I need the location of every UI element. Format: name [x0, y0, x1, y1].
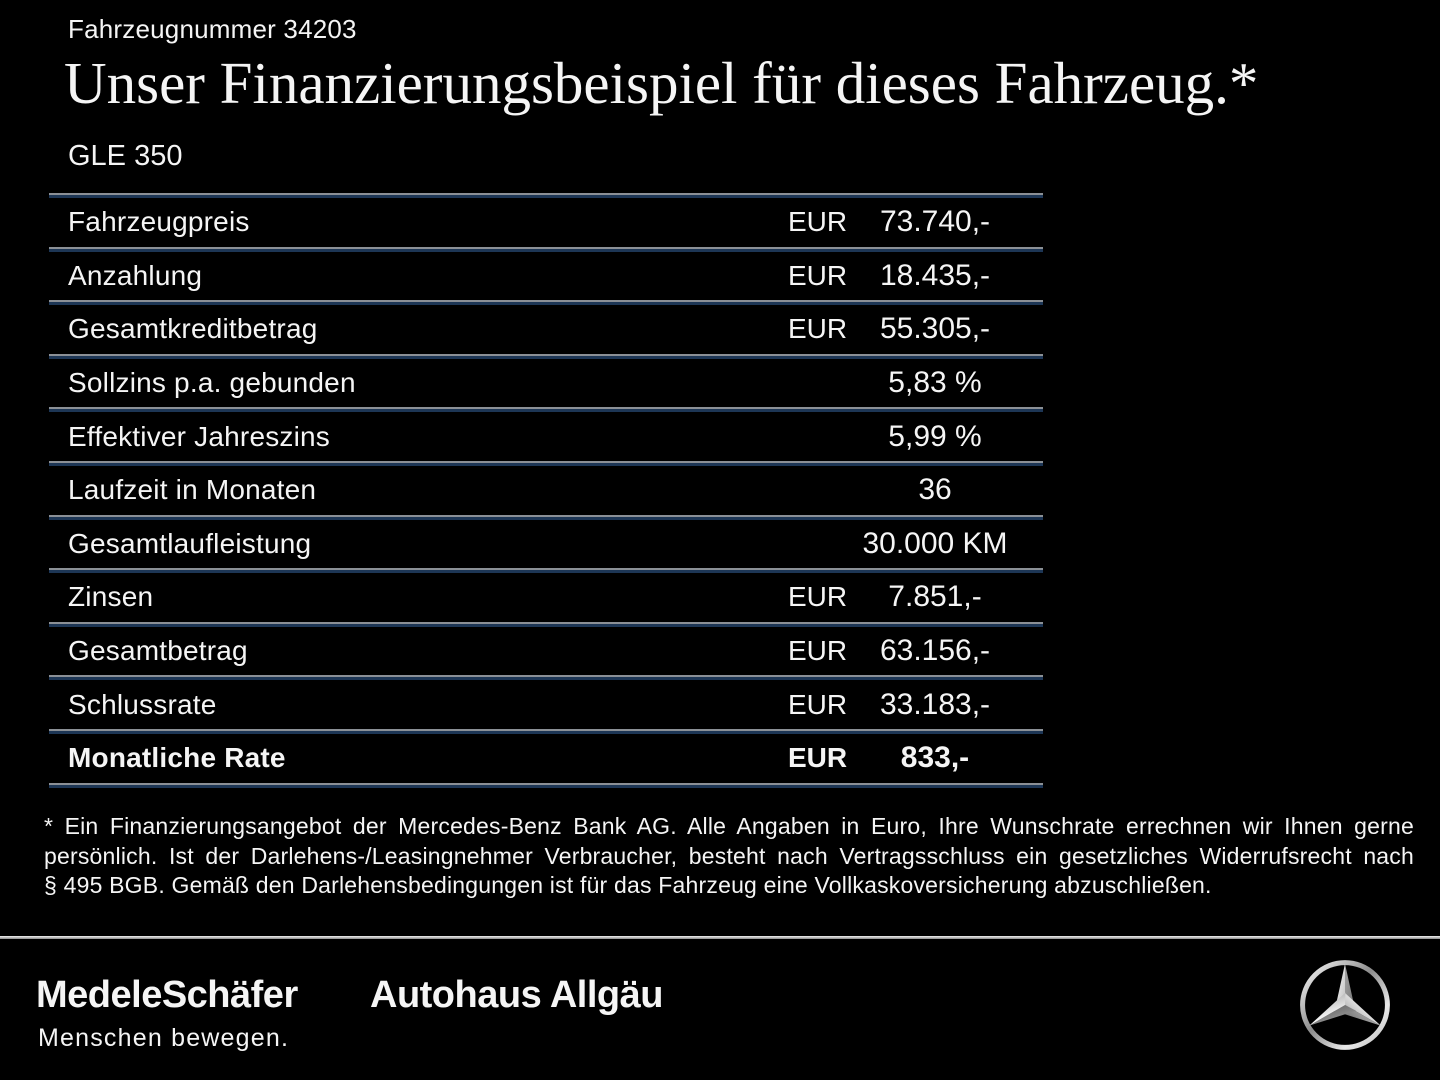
row-separator [49, 193, 1043, 198]
row-label: Laufzeit in Monaten [68, 474, 317, 506]
row-separator [49, 353, 1043, 359]
row-currency: EUR [788, 688, 848, 720]
row-label: Effektiver Jahreszins [68, 420, 331, 452]
table-row: Schlussrate EUR 33.183,- [49, 680, 1043, 729]
row-value: 5,83 % [888, 366, 982, 400]
row-separator [49, 246, 1043, 252]
table-row: Gesamtbetrag EUR 63.156,- [49, 627, 1043, 676]
vehicle-number: Fahrzeugnummer 34203 [68, 14, 357, 44]
row-separator [49, 675, 1043, 681]
row-label: Anzahlung [68, 259, 203, 291]
page-title: Unser Finanzierungsbeispiel für dieses F… [64, 50, 1259, 116]
row-value: 63.156,- [879, 634, 991, 668]
row-value: 36 [918, 473, 952, 507]
table-row: Anzahlung EUR 18.435,- [49, 252, 1043, 301]
row-label: Schlussrate [68, 688, 217, 720]
table-row: Zinsen EUR 7.851,- [49, 573, 1043, 622]
row-currency: EUR [788, 635, 848, 667]
dealer-logo-medele-schaefer: MedeleSchäfer [36, 974, 298, 1016]
row-label: Sollzins p.a. gebunden [68, 367, 356, 399]
row-separator [49, 621, 1043, 627]
row-value: 30.000 KM [862, 526, 1008, 560]
footnote-line: persönlich. Ist der Darlehens-/Leasingne… [44, 842, 1414, 869]
table-row: Fahrzeugpreis EUR 73.740,- [49, 198, 1043, 247]
row-separator [49, 568, 1043, 574]
table-row: Gesamtkreditbetrag EUR 55.305,- [49, 305, 1043, 354]
dealer-tagline: Menschen bewegen. [38, 1024, 290, 1052]
table-row: Monatliche Rate EUR 833,- [49, 734, 1043, 783]
row-value: 73.740,- [879, 205, 991, 239]
row-label: Zinsen [68, 581, 154, 613]
finance-table: Fahrzeugpreis EUR 73.740,- Anzahlung EUR… [49, 193, 1043, 788]
footnote-line: * Ein Finanzierungsangebot der Mercedes-… [44, 813, 1414, 839]
footer-divider [0, 936, 1440, 939]
table-row: Effektiver Jahreszins 5,99 % [49, 412, 1043, 461]
table-row: Laufzeit in Monaten 36 [49, 466, 1043, 515]
row-label: Gesamtlaufleistung [68, 527, 312, 559]
dealer-logo-autohaus-allgaeu: Autohaus Allgäu [370, 974, 663, 1016]
row-label: Gesamtbetrag [68, 635, 248, 667]
row-value: 5,99 % [888, 419, 982, 453]
row-separator [49, 300, 1043, 306]
row-separator [49, 514, 1043, 520]
row-value: 833,- [900, 741, 970, 775]
row-value: 18.435,- [879, 258, 991, 292]
footnote: * Ein Finanzierungsangebot der Mercedes-… [44, 812, 1414, 901]
row-currency: EUR [788, 259, 848, 291]
table-row: Sollzins p.a. gebunden 5,83 % [49, 359, 1043, 408]
row-currency: EUR [788, 581, 848, 613]
footnote-line: § 495 BGB. Gemäß den Darlehensbedingunge… [44, 872, 1212, 898]
row-value: 55.305,- [879, 312, 991, 346]
row-separator [49, 407, 1043, 413]
row-separator [49, 728, 1043, 734]
row-value: 7.851,- [888, 580, 982, 614]
row-currency: EUR [788, 742, 848, 774]
row-label: Monatliche Rate [68, 742, 286, 774]
table-row: Gesamtlaufleistung 30.000 KM [49, 520, 1043, 569]
row-label: Gesamtkreditbetrag [68, 313, 318, 345]
row-currency: EUR [788, 313, 848, 345]
row-currency: EUR [788, 206, 848, 238]
vehicle-model: GLE 350 [68, 140, 183, 172]
row-value: 33.183,- [879, 687, 991, 721]
row-separator [49, 460, 1043, 466]
row-label: Fahrzeugpreis [68, 206, 250, 238]
row-separator [49, 782, 1043, 788]
mercedes-star-icon [1300, 960, 1390, 1050]
